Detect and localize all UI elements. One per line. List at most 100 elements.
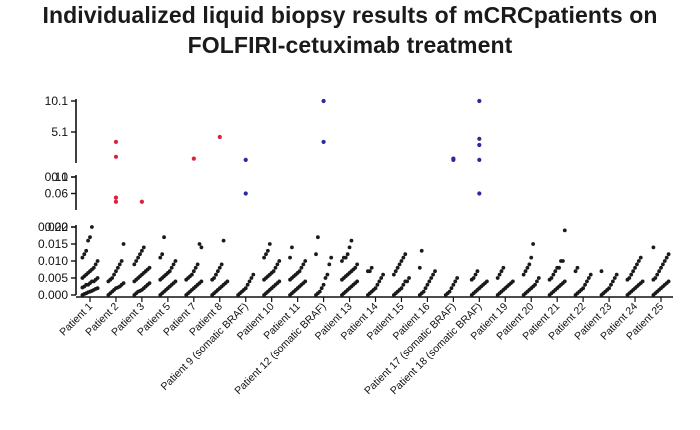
data-point <box>423 286 428 291</box>
data-point <box>536 276 541 280</box>
data-point <box>535 279 539 284</box>
data-point <box>529 255 534 260</box>
data-point <box>212 276 216 280</box>
y-tick-label: 0.02 <box>45 220 69 234</box>
data-point <box>173 259 178 263</box>
data-point <box>299 265 304 270</box>
data-point <box>247 279 252 284</box>
data-point <box>417 265 422 270</box>
chart-title-line-1: Individualized liquid biopsy results of … <box>42 2 658 28</box>
data-point <box>631 269 636 274</box>
data-point <box>638 255 643 260</box>
data-point <box>355 262 360 267</box>
data-point <box>249 276 254 280</box>
data-point <box>610 279 615 284</box>
data-point <box>533 282 537 287</box>
data-point <box>121 281 126 285</box>
data-point <box>215 269 220 274</box>
data-point <box>585 279 589 284</box>
data-point <box>197 242 202 246</box>
data-point <box>121 242 126 246</box>
data-point <box>497 272 502 277</box>
data-point <box>147 265 152 270</box>
data-point <box>267 242 272 246</box>
y-tick-label: 0.000 <box>38 288 68 302</box>
y-tick-label: 0.020 <box>38 220 68 234</box>
red-data-point <box>217 134 222 140</box>
data-point <box>95 259 100 263</box>
data-point <box>195 262 200 267</box>
data-point <box>521 272 526 277</box>
data-point <box>397 262 402 267</box>
chart-title: Individualized liquid biopsy results of … <box>0 0 700 60</box>
data-point <box>586 276 591 280</box>
blue-data-point <box>477 157 482 162</box>
data-point <box>277 259 282 263</box>
data-point <box>562 228 567 233</box>
red-data-point <box>113 199 119 204</box>
data-point <box>117 262 122 267</box>
data-point <box>399 286 404 291</box>
data-point <box>147 281 152 285</box>
y-tick-label: 0.10 <box>45 170 69 184</box>
data-point <box>245 282 250 287</box>
data-point <box>110 276 115 280</box>
data-point <box>393 269 398 274</box>
data-point <box>317 289 322 294</box>
data-point <box>199 279 204 284</box>
data-point <box>551 272 556 277</box>
data-point <box>614 272 619 277</box>
data-point <box>262 255 266 260</box>
data-point <box>583 282 587 287</box>
data-point <box>271 269 276 274</box>
data-point <box>421 289 426 294</box>
data-point <box>485 279 489 284</box>
data-point <box>453 279 458 284</box>
data-point <box>629 272 634 277</box>
data-point <box>303 279 308 284</box>
data-point <box>381 272 385 277</box>
data-point <box>169 265 174 270</box>
data-point <box>214 272 218 277</box>
data-point <box>553 269 558 274</box>
data-point <box>138 252 142 257</box>
data-point <box>633 265 637 270</box>
data-point <box>651 245 656 250</box>
data-point <box>112 272 116 277</box>
data-point <box>549 276 554 280</box>
data-point <box>193 265 198 270</box>
data-point <box>140 248 144 253</box>
data-point <box>447 289 452 294</box>
data-point <box>499 269 504 274</box>
red-data-point <box>191 156 196 161</box>
data-point <box>451 282 456 287</box>
blue-data-point <box>477 136 482 141</box>
data-point <box>612 276 617 280</box>
data-point <box>225 279 230 284</box>
data-point <box>455 276 460 280</box>
data-point <box>319 286 324 291</box>
red-data-point <box>113 154 119 159</box>
data-point <box>401 255 406 260</box>
data-point <box>403 252 408 257</box>
data-point <box>657 269 661 274</box>
data-point <box>369 265 374 270</box>
data-point <box>80 255 85 260</box>
y-tick-label: 0.010 <box>38 254 68 268</box>
data-point <box>90 225 94 229</box>
y-tick-label: 0.015 <box>38 237 68 251</box>
data-point <box>395 265 400 270</box>
data-point <box>375 282 380 287</box>
red-data-point <box>139 199 145 204</box>
y-tick-label: 0.06 <box>45 187 69 201</box>
data-point <box>323 276 328 280</box>
data-point <box>264 252 268 257</box>
data-point <box>171 262 176 267</box>
red-data-point <box>113 195 119 200</box>
data-point <box>221 238 226 243</box>
data-point <box>190 272 194 277</box>
data-point <box>86 238 90 243</box>
blue-data-point <box>321 139 326 145</box>
axes-layer <box>71 99 673 302</box>
data-point <box>345 252 350 257</box>
